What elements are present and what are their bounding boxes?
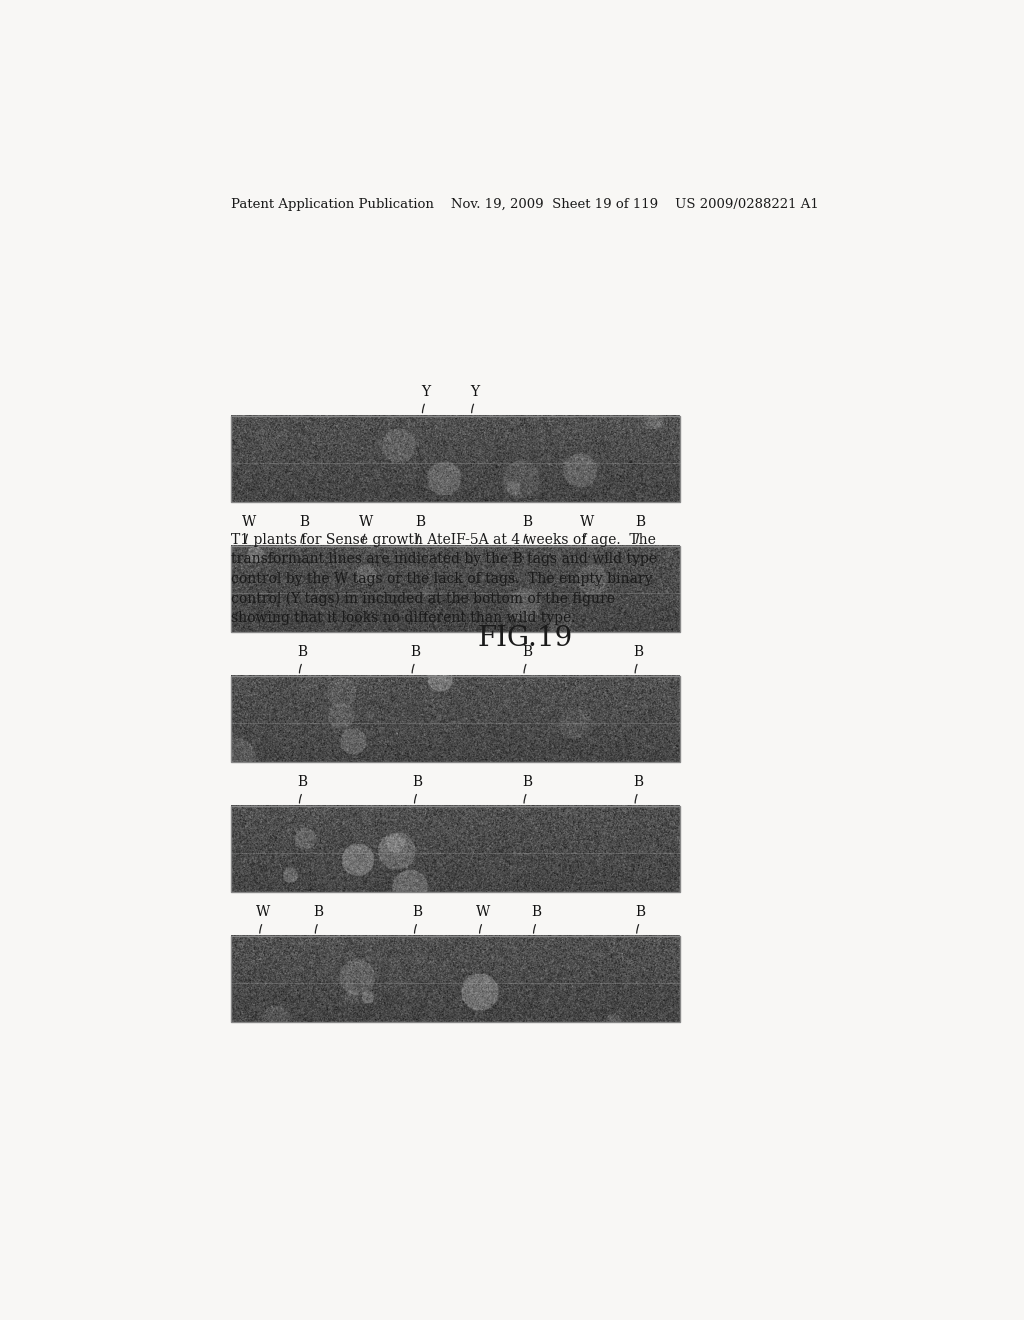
Text: B: B: [522, 644, 532, 659]
Text: T1 plants for Sense growth AteIF-5A at 4 weeks of age.  The
transformant lines a: T1 plants for Sense growth AteIF-5A at 4…: [231, 533, 657, 626]
Text: B: B: [411, 644, 420, 659]
Text: B: B: [635, 906, 645, 919]
Text: W: W: [359, 515, 373, 529]
Text: FIG.19: FIG.19: [477, 626, 572, 652]
Text: Y: Y: [470, 384, 479, 399]
Text: B: B: [522, 775, 532, 789]
Bar: [231, 805, 680, 892]
Bar: [231, 545, 680, 632]
Text: B: B: [313, 906, 324, 919]
Text: Y: Y: [421, 384, 430, 399]
Text: B: B: [633, 775, 643, 789]
Text: W: W: [256, 906, 270, 919]
Text: B: B: [415, 515, 425, 529]
Text: B: B: [299, 515, 309, 529]
Text: B: B: [298, 775, 307, 789]
Text: B: B: [413, 906, 423, 919]
Text: B: B: [298, 644, 307, 659]
Text: W: W: [242, 515, 256, 529]
Text: W: W: [475, 906, 489, 919]
Text: B: B: [531, 906, 542, 919]
Bar: [231, 936, 680, 1022]
Text: B: B: [522, 515, 532, 529]
Text: B: B: [413, 775, 423, 789]
Bar: [231, 676, 680, 762]
Text: B: B: [635, 515, 645, 529]
Text: W: W: [580, 515, 594, 529]
Text: B: B: [633, 644, 643, 659]
Bar: [231, 416, 680, 502]
Text: Patent Application Publication    Nov. 19, 2009  Sheet 19 of 119    US 2009/0288: Patent Application Publication Nov. 19, …: [231, 198, 818, 211]
